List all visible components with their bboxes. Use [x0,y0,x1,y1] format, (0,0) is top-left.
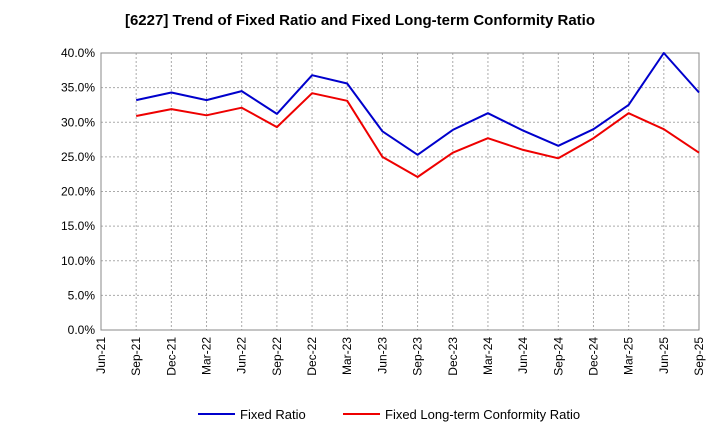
series-line-1 [135,52,700,156]
x-tick-label: Sep-22 [270,337,284,376]
x-tick-label: Dec-21 [164,337,178,376]
legend-label: Fixed Ratio [240,407,306,422]
x-tick-label: Mar-22 [200,337,214,375]
plot-border [100,52,700,331]
x-tick-label: Dec-24 [586,337,600,376]
x-tick-label: Mar-23 [340,337,354,375]
y-tick-label: 40.0% [61,46,95,60]
legend-label: Fixed Long-term Conformity Ratio [385,407,580,422]
y-tick-label: 5.0% [68,288,96,302]
y-tick-label: 25.0% [61,150,95,164]
x-tick-label: Jun-23 [375,337,389,374]
y-tick-label: 0.0% [68,323,96,337]
y-tick-label: 35.0% [61,81,95,95]
x-tick-label: Sep-23 [411,337,425,376]
x-tick-label: Sep-21 [129,337,143,376]
x-tick-label: Sep-25 [692,337,706,376]
x-tick-label: Jun-21 [94,337,108,374]
x-tick-label: Mar-25 [622,337,636,375]
x-tick-label: Jun-24 [516,337,530,374]
series-line-2 [136,92,700,178]
x-tick-label: Sep-24 [551,337,565,376]
x-tick-label: Mar-24 [481,337,495,375]
x-tick-label: Jun-25 [657,337,671,374]
x-tick-label: Dec-23 [446,337,460,376]
y-tick-label: 15.0% [61,219,95,233]
y-tick-label: 20.0% [61,185,95,199]
y-tick-label: 10.0% [61,254,95,268]
x-tick-label: Dec-22 [305,337,319,376]
x-tick-label: Jun-22 [235,337,249,374]
y-tick-label: 30.0% [61,115,95,129]
chart-title: [6227] Trend of Fixed Ratio and Fixed Lo… [124,12,596,29]
